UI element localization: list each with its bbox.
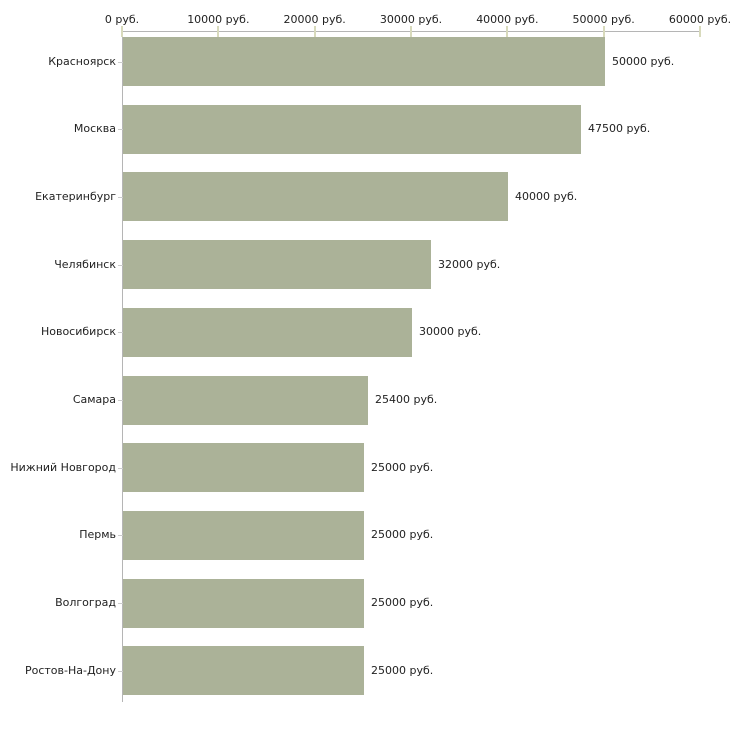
x-tick-mark: [410, 26, 412, 37]
x-tick-mark: [506, 26, 509, 37]
category-label: Нижний Новгород: [10, 461, 116, 474]
bar: [123, 240, 431, 289]
x-tick-mark: [313, 26, 316, 37]
bar: [123, 579, 364, 628]
y-tick-mark: [118, 535, 123, 536]
value-label: 32000 руб.: [438, 258, 501, 271]
x-tick-label: 10000 руб.: [187, 13, 250, 26]
value-label: 50000 руб.: [612, 55, 675, 68]
bar: [123, 37, 605, 86]
y-axis-line: [122, 31, 123, 702]
x-tick-mark: [699, 26, 701, 37]
x-tick-label: 50000 руб.: [572, 13, 635, 26]
x-tick-mark: [121, 26, 123, 37]
bar: [123, 376, 368, 425]
bar: [123, 511, 364, 560]
x-tick-label: 40000 руб.: [476, 13, 539, 26]
value-label: 25400 руб.: [375, 393, 438, 406]
bar: [123, 308, 412, 357]
y-tick-mark: [118, 468, 123, 469]
x-tick-mark: [217, 26, 220, 37]
category-label: Москва: [73, 122, 116, 135]
bar: [123, 646, 364, 695]
x-tick-label: 30000 руб.: [379, 13, 443, 26]
value-label: 25000 руб.: [371, 664, 434, 677]
bar: [123, 172, 508, 221]
y-tick-mark: [118, 62, 123, 63]
y-tick-mark: [118, 400, 123, 401]
bar: [123, 443, 364, 492]
x-tick-label: 60000 руб.: [668, 13, 730, 26]
category-label: Самара: [72, 393, 116, 406]
y-tick-mark: [118, 603, 123, 604]
category-label: Красноярск: [48, 55, 116, 68]
y-tick-mark: [118, 197, 123, 198]
category-label: Челябинск: [54, 258, 116, 271]
category-label: Пермь: [79, 528, 116, 541]
value-label: 47500 руб.: [588, 122, 651, 135]
x-tick-label: 0 руб.: [104, 13, 140, 26]
y-tick-mark: [118, 129, 123, 130]
y-tick-mark: [118, 332, 123, 333]
value-label: 25000 руб.: [371, 528, 434, 541]
value-label: 40000 руб.: [515, 190, 578, 203]
value-label: 25000 руб.: [371, 596, 434, 609]
category-label: Новосибирск: [40, 325, 116, 338]
y-tick-mark: [118, 671, 123, 672]
bar: [123, 105, 581, 154]
x-tick-mark: [602, 26, 605, 37]
x-tick-label: 20000 руб.: [283, 13, 346, 26]
category-label: Екатеринбург: [35, 190, 116, 203]
value-label: 25000 руб.: [371, 461, 434, 474]
category-label: Ростов-На-Дону: [24, 664, 116, 677]
y-tick-mark: [118, 265, 123, 266]
category-label: Волгоград: [55, 596, 116, 609]
value-label: 30000 руб.: [419, 325, 482, 338]
